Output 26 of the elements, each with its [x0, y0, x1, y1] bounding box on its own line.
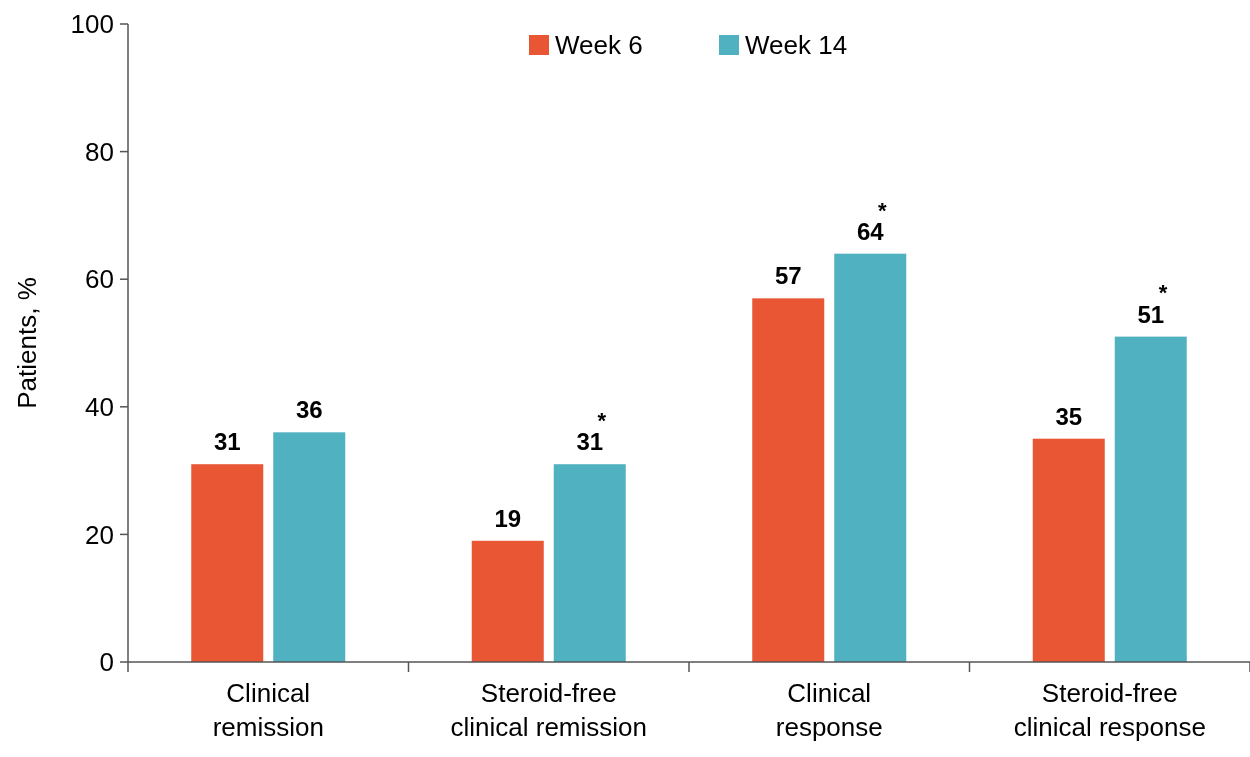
legend-label: Week 6 — [555, 30, 643, 61]
y-tick-label: 80 — [85, 136, 114, 167]
data-label: 35 — [1055, 402, 1083, 430]
bar — [1114, 336, 1187, 662]
bar — [471, 540, 544, 662]
y-tick-label: 0 — [99, 647, 114, 678]
y-tick-label: 40 — [85, 391, 114, 422]
bar — [1032, 438, 1105, 662]
x-tick-label: Steroid-free clinical remission — [450, 678, 647, 742]
data-label: 57 — [774, 262, 802, 290]
bar — [834, 253, 907, 662]
bar — [191, 464, 264, 662]
y-tick-label: 20 — [85, 519, 114, 550]
bar — [553, 464, 626, 662]
y-tick-label: 100 — [70, 9, 114, 40]
bar — [752, 298, 825, 662]
x-tick-label: Clinical response — [775, 678, 883, 742]
x-tick-label: Clinical remission — [212, 678, 324, 742]
y-axis-title: Patients, % — [12, 277, 42, 409]
data-label: 19 — [494, 504, 522, 532]
legend-label: Week 14 — [745, 30, 848, 61]
x-tick-label: Steroid-free clinical response — [1013, 678, 1206, 742]
data-label: 36 — [295, 396, 323, 424]
data-label: 31 — [213, 428, 241, 456]
bar — [273, 432, 346, 662]
y-tick-label: 60 — [85, 264, 114, 295]
